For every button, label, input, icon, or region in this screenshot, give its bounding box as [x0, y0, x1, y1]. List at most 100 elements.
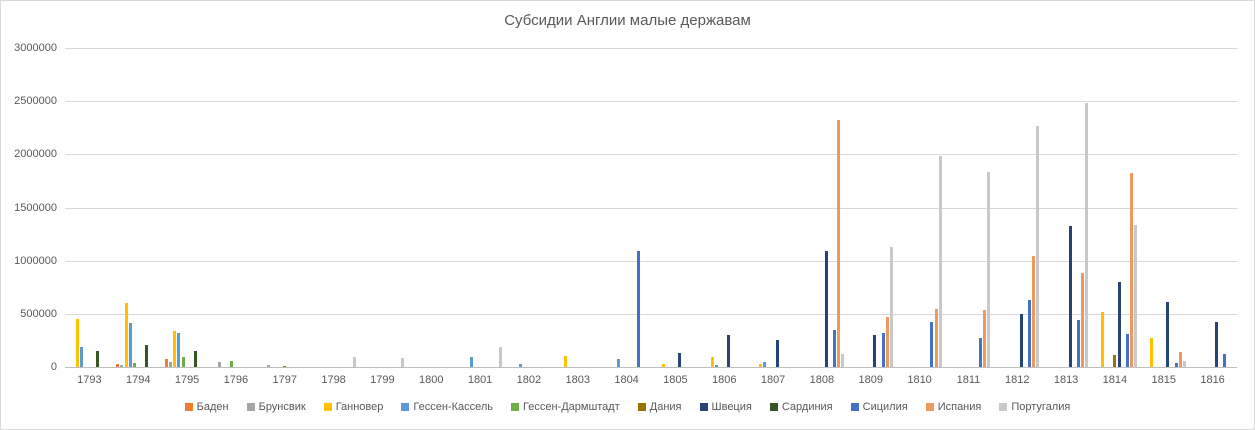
bar-Гессен-Кассель-1806 — [714, 365, 718, 367]
legend-item-Швеция: Швеция — [699, 401, 752, 413]
bar-Гессен-Кассель-1802 — [519, 364, 523, 367]
bar-Сицилия-1816 — [1223, 354, 1227, 367]
x-axis-tick-label: 1815 — [1151, 374, 1176, 386]
bar-Ганновер-1795 — [173, 331, 177, 367]
legend-item-Испания: Испания — [925, 401, 982, 413]
bar-Сардиния-1793 — [96, 351, 100, 367]
bar-Португалия-1798 — [352, 357, 356, 367]
bar-Гессен-Кассель-1795 — [177, 333, 181, 367]
legend-swatch-Гессен-Дармштадт — [511, 403, 519, 411]
bar-Сицилия-1814 — [1125, 334, 1129, 367]
x-axis-tick-label: 1803 — [565, 374, 590, 386]
bar-Испания-1810 — [934, 309, 938, 367]
bar-Швеция-1805 — [678, 353, 681, 367]
bar-Швеция-1813 — [1068, 226, 1072, 367]
bar-Испания-1812 — [1032, 256, 1036, 367]
bar-Гессен-Дармштадт-1794 — [132, 363, 136, 367]
y-axis-tick-label: 3000000 — [14, 42, 57, 54]
bar-Португалия-1814 — [1133, 225, 1137, 367]
legend-label: Португалия — [1011, 401, 1071, 413]
bar-Ганновер-1814 — [1101, 312, 1105, 367]
x-axis-tick-label: 1798 — [321, 374, 346, 386]
bar-Сардиния-1795 — [193, 351, 197, 367]
y-gridline — [65, 48, 1237, 49]
bar-Швеция-1807 — [775, 340, 779, 367]
bar-Сардиния-1794 — [145, 345, 148, 367]
bar-Сицилия-1804 — [637, 251, 641, 367]
x-axis-tick-label: 1796 — [223, 374, 249, 386]
bar-Гессен-Кассель-1794 — [128, 323, 132, 367]
bar-Португалия-1815 — [1182, 361, 1186, 367]
bar-Швеция-1812 — [1019, 314, 1023, 367]
bar-Сицилия-1810 — [930, 322, 934, 367]
legend-swatch-Сицилия — [850, 403, 859, 411]
x-axis-tick-label: 1813 — [1053, 374, 1079, 386]
legend-label: Сицилия — [862, 401, 908, 413]
bar-Ганновер-1805 — [661, 364, 665, 367]
x-axis-tick-label: 1808 — [809, 374, 835, 386]
x-axis-tick-label: 1801 — [467, 374, 493, 386]
legend-label: Гессен-Дармштадт — [523, 401, 620, 413]
bar-Швеция-1815 — [1166, 302, 1170, 367]
x-axis-tick-label: 1802 — [516, 374, 542, 386]
legend-label: Швеция — [711, 401, 752, 413]
legend-swatch-Дания — [637, 403, 646, 411]
x-axis-tick-label: 1795 — [174, 374, 200, 386]
bar-Португалия-1808 — [840, 354, 844, 367]
bar-Испания-1813 — [1081, 273, 1084, 367]
bar-Испания-1814 — [1129, 173, 1133, 367]
legend-swatch-Ганновер — [323, 403, 332, 411]
bar-Гессен-Кассель-1801 — [470, 357, 474, 367]
bar-Сицилия-1812 — [1028, 300, 1031, 367]
x-axis-tick-label: 1816 — [1200, 374, 1225, 386]
legend-item-Брунсвик: Брунсвик — [246, 401, 306, 413]
bar-Брунсвик-1794 — [120, 365, 124, 367]
bar-Португалия-1812 — [1036, 126, 1040, 367]
x-axis-line — [65, 367, 1237, 368]
y-axis-tick-label: 1500000 — [14, 201, 57, 214]
bar-Сицилия-1809 — [881, 333, 885, 367]
legend-label: Испания — [937, 401, 982, 413]
legend-item-Гессен-Дармштадт: Гессен-Дармштадт — [511, 401, 620, 413]
legend-item-Дания: Дания — [637, 401, 682, 413]
bar-Испания-1815 — [1178, 352, 1182, 367]
bar-Португалия-1813 — [1085, 103, 1089, 367]
bar-Ганновер-1807 — [759, 364, 763, 367]
bar-Испания-1809 — [885, 317, 889, 367]
bar-Португалия-1810 — [938, 156, 942, 367]
bar-Баден-1795 — [165, 359, 169, 367]
bar-Швеция-1816 — [1215, 322, 1219, 367]
bar-Испания-1808 — [836, 120, 840, 367]
x-axis-tick-label: 1797 — [272, 374, 297, 386]
x-axis-tick-label: 1804 — [614, 374, 639, 386]
bar-Сицилия-1808 — [832, 330, 836, 367]
x-axis-tick-label: 1807 — [760, 374, 786, 386]
y-axis-tick-label: 0 — [50, 361, 57, 373]
bar-Гессен-Кассель-1793 — [79, 347, 83, 367]
x-axis-tick-label: 1805 — [663, 374, 688, 386]
x-axis-tick-label: 1814 — [1102, 374, 1128, 386]
legend-item-Сардиния: Сардиния — [769, 401, 833, 413]
legend-item-Гессен-Кассель: Гессен-Кассель — [401, 401, 493, 413]
bar-Ганновер-1794 — [124, 303, 128, 367]
bar-Баден-1794 — [116, 364, 120, 367]
bar-Сицилия-1811 — [979, 338, 983, 367]
x-axis-tick-label: 1806 — [712, 374, 737, 386]
legend-swatch-Сардиния — [769, 403, 778, 411]
y-gridline — [65, 101, 1237, 103]
legend-swatch-Испания — [925, 403, 934, 411]
legend-item-Сицилия: Сицилия — [850, 401, 908, 413]
y-gridline — [65, 207, 1237, 209]
bar-Ганновер-1793 — [75, 319, 79, 367]
bar-Брунсвик-1797 — [266, 365, 270, 367]
bar-Гессен-Дармштадт-1795 — [181, 357, 185, 367]
y-axis-tick-label: 1000000 — [14, 254, 57, 267]
bar-Ганновер-1806 — [710, 357, 714, 367]
bar-Брунсвик-1796 — [218, 362, 221, 367]
bar-Португалия-1811 — [987, 172, 991, 367]
x-axis-tick-label: 1809 — [858, 374, 883, 386]
bar-Португалия-1801 — [499, 347, 503, 367]
bar-Португалия-1799 — [401, 358, 405, 367]
legend-label: Баден — [196, 401, 229, 413]
x-axis-tick-label: 1800 — [419, 374, 444, 386]
